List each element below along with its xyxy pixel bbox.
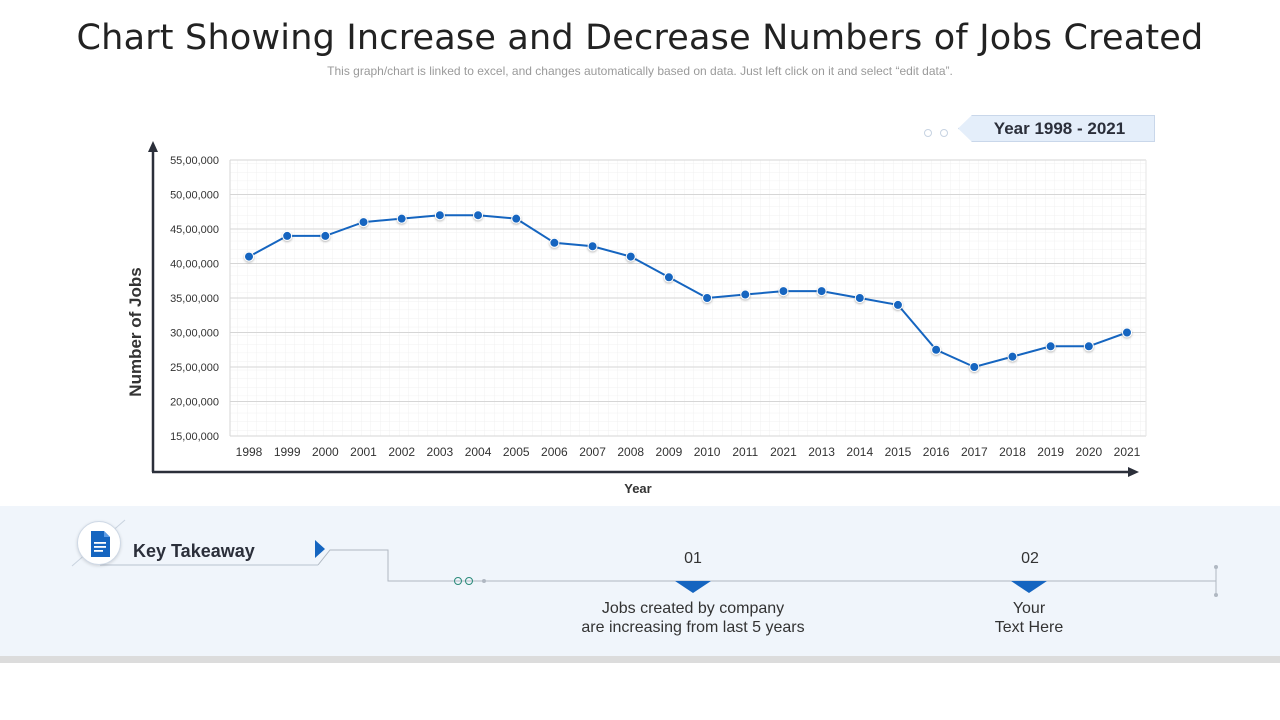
x-tick-label: 2009 [656, 445, 683, 459]
y-tick-label: 50,00,000 [170, 190, 219, 202]
step-number: 02 [1021, 550, 1039, 567]
key-takeaway-arrow-icon [315, 540, 325, 558]
y-axis-label: Number of Jobs [126, 267, 145, 396]
data-point [320, 230, 331, 241]
data-point [778, 286, 789, 297]
x-tick-label: 2000 [312, 445, 339, 459]
data-point [1083, 341, 1094, 352]
x-tick-label: 2014 [846, 445, 873, 459]
x-tick-label: 2010 [694, 445, 721, 459]
series-line [248, 214, 1128, 369]
step-line: are increasing from last 5 years [581, 619, 805, 636]
step-line: Your [1012, 600, 1046, 617]
step-description: Your Text Here [949, 599, 1109, 637]
y-tick-label: 15,00,000 [170, 431, 219, 443]
x-tick-label: 2017 [961, 445, 988, 459]
step-description: Jobs created by company are increasing f… [543, 599, 843, 637]
data-point [473, 210, 484, 221]
data-point [892, 299, 903, 310]
x-tick-label: 2004 [465, 445, 492, 459]
data-point [358, 217, 369, 228]
data-point [549, 237, 560, 248]
x-tick-label: 2002 [388, 445, 415, 459]
step-line: Jobs created by company [601, 600, 785, 617]
y-tick-label: 30,00,000 [170, 328, 219, 340]
decorative-dots [924, 124, 956, 142]
x-tick-label: 2020 [1075, 445, 1102, 459]
x-tick-label: 2015 [885, 445, 912, 459]
data-point [587, 241, 598, 252]
data-point [931, 344, 942, 355]
document-icon-badge [77, 521, 121, 565]
data-point [854, 293, 865, 303]
x-tick-label: 2008 [617, 445, 644, 459]
data-point [396, 213, 407, 224]
y-tick-label: 35,00,000 [170, 293, 219, 305]
data-point [511, 213, 522, 224]
x-tick-label: 2005 [503, 445, 530, 459]
x-tick-label: 2011 [732, 445, 758, 459]
x-tick-label: 1998 [236, 445, 263, 459]
x-tick-label: 2013 [808, 445, 835, 459]
y-axis-arrow-icon [148, 141, 158, 152]
x-tick-label: 1999 [274, 445, 301, 459]
data-point [1045, 341, 1056, 352]
data-point [434, 210, 445, 221]
year-range-label: Year 1998 - 2021 [993, 118, 1126, 138]
takeaway-connectors [71, 519, 1218, 597]
data-point [625, 251, 636, 262]
page-title: Chart Showing Increase and Decrease Numb… [76, 18, 1204, 58]
divider [0, 656, 1280, 663]
y-tick-label: 25,00,000 [170, 362, 219, 374]
y-tick-label: 20,00,000 [170, 397, 219, 409]
y-tick-label: 40,00,000 [170, 259, 219, 271]
document-icon [91, 531, 110, 557]
y-tick-label: 55,00,000 [170, 155, 219, 167]
data-point [702, 293, 713, 303]
x-tick-label: 2006 [541, 445, 568, 459]
y-tick-label: 45,00,000 [170, 224, 219, 236]
data-point [816, 286, 827, 297]
step-marker-icon [675, 581, 711, 593]
x-tick-label: 2018 [999, 445, 1026, 459]
page-subtitle: This graph/chart is linked to excel, and… [327, 64, 953, 78]
x-tick-label: 2021 [1114, 445, 1141, 459]
data-point [282, 230, 293, 241]
x-tick-label: 2007 [579, 445, 606, 459]
data-point [663, 272, 674, 283]
x-axis-label: Year [624, 481, 651, 496]
x-tick-label: 2001 [350, 445, 377, 459]
line-chart: 15,00,000 20,00,000 25,00,000 30,00,000 35,0… [126, 141, 1147, 496]
data-point [969, 362, 980, 372]
x-axis-arrow-icon [1128, 467, 1139, 477]
data-point [740, 289, 751, 300]
x-tick-label: 2019 [1037, 445, 1064, 459]
step-marker-icon [1011, 581, 1047, 593]
year-range-badge: Year 1998 - 2021 [958, 115, 1155, 142]
x-tick-label: 2003 [427, 445, 454, 459]
data-point [1007, 351, 1018, 362]
step-line: Text Here [994, 619, 1064, 636]
data-point [244, 251, 254, 262]
x-tick-label: 2016 [923, 445, 950, 459]
step-number: 01 [684, 550, 702, 567]
key-takeaway-label: Key Takeaway [133, 541, 255, 561]
x-tick-label: 2021 [770, 445, 797, 459]
data-point [1122, 327, 1132, 338]
